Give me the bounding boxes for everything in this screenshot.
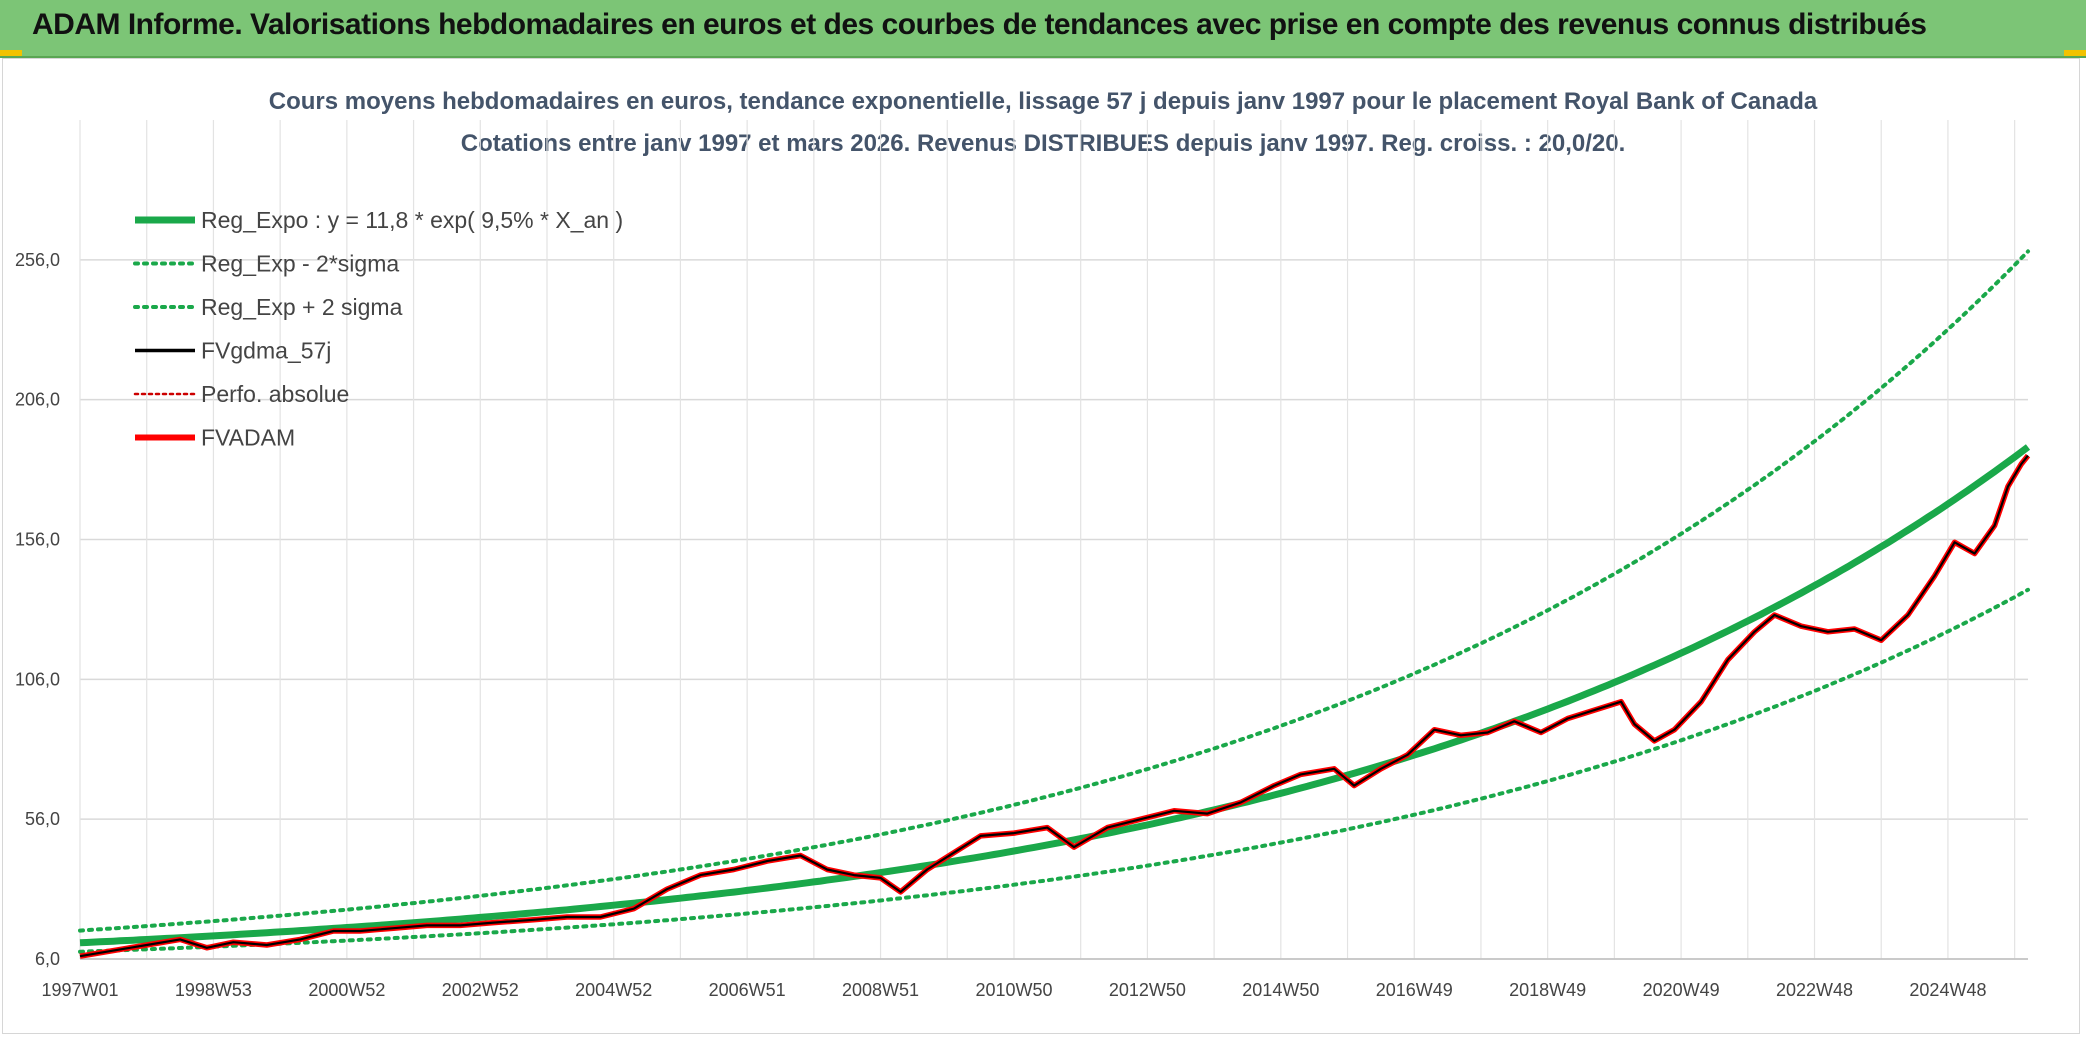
x-tick-label: 1998W53 <box>175 980 252 1000</box>
x-tick-label: 2020W49 <box>1643 980 1720 1000</box>
y-tick-label: 206,0 <box>15 390 60 410</box>
chart-title-line-2: Cotations entre janv 1997 et mars 2026. … <box>461 130 1626 157</box>
legend-label: Reg_Expo : y = 11,8 * exp( 9,5% * X_an ) <box>201 207 623 233</box>
x-tick-label: 2000W52 <box>308 980 385 1000</box>
x-tick-label: 2012W50 <box>1109 980 1186 1000</box>
series-lines <box>78 249 2031 959</box>
gridlines <box>79 120 2028 960</box>
x-tick-label: 2014W50 <box>1242 980 1319 1000</box>
reg-minus-2sigma-line <box>78 587 2030 954</box>
x-tick-label: 1997W01 <box>41 980 118 1000</box>
x-tick-label: 2008W51 <box>842 980 919 1000</box>
y-tick-label: 6,0 <box>35 949 60 969</box>
x-tick-label: 2006W51 <box>709 980 786 1000</box>
x-tick-label: 2018W49 <box>1509 980 1586 1000</box>
y-tick-label: 256,0 <box>15 250 60 270</box>
banner-corner-right <box>2064 50 2086 56</box>
y-tick-label: 156,0 <box>15 530 60 550</box>
banner-corner-left <box>0 50 22 56</box>
reg-expo-line <box>79 444 2031 947</box>
legend-label: Reg_Exp - 2*sigma <box>201 251 399 277</box>
legend: Reg_Expo : y = 11,8 * exp( 9,5% * X_an )… <box>133 207 623 451</box>
x-tick-label: 2002W52 <box>442 980 519 1000</box>
legend-label: Reg_Exp + 2 sigma <box>201 294 403 320</box>
report-banner-title: ADAM Informe. Valorisations hebdomadaire… <box>32 8 1927 41</box>
legend-label: FVADAM <box>201 425 295 451</box>
fvgdma-57j-line <box>79 454 2029 958</box>
y-axis-ticks: 6,0 56,0 106,0 156,0 206,0 256,0 <box>15 250 60 969</box>
report-banner: ADAM Informe. Valorisations hebdomadaire… <box>0 0 2086 58</box>
chart-frame <box>2 58 2080 1034</box>
fvadam-line <box>79 453 2031 959</box>
x-tick-label: 2010W50 <box>975 980 1052 1000</box>
y-tick-label: 106,0 <box>15 669 60 689</box>
x-tick-label: 2016W49 <box>1376 980 1453 1000</box>
x-tick-label: 2004W52 <box>575 980 652 1000</box>
x-tick-label: 2022W48 <box>1776 980 1853 1000</box>
legend-label: Perfo. absolue <box>201 381 349 407</box>
legend-label: FVgdma_57j <box>201 338 331 364</box>
reg-plus-2sigma-line <box>78 249 2030 933</box>
y-tick-label: 56,0 <box>25 809 60 829</box>
x-tick-label: 2024W48 <box>1909 980 1986 1000</box>
x-axis-ticks: 1997W01 1998W53 2000W52 2002W52 2004W52 2006W… <box>41 980 1986 1000</box>
chart-title-line-1: Cours moyens hebdomadaires en euros, ten… <box>269 88 1818 115</box>
